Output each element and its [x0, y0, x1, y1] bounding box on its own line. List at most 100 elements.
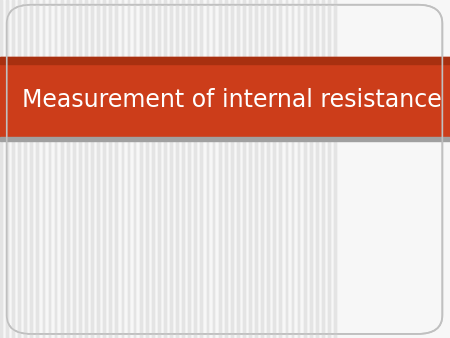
Bar: [158, 0, 160, 338]
Bar: [201, 0, 203, 338]
Bar: [36, 0, 38, 338]
Bar: [128, 0, 130, 338]
Bar: [79, 0, 81, 338]
Bar: [334, 0, 336, 338]
Bar: [91, 0, 93, 338]
Bar: [334, 0, 336, 338]
Bar: [182, 0, 184, 338]
Bar: [231, 0, 233, 338]
Bar: [212, 0, 215, 338]
Bar: [237, 0, 239, 338]
Bar: [55, 0, 57, 338]
Bar: [140, 0, 141, 338]
Bar: [158, 0, 160, 338]
Bar: [201, 0, 203, 338]
Bar: [164, 0, 166, 338]
Bar: [67, 0, 68, 338]
Bar: [55, 0, 57, 338]
Bar: [188, 0, 190, 338]
Bar: [212, 0, 215, 338]
Bar: [85, 0, 87, 338]
Bar: [115, 0, 117, 338]
Bar: [176, 0, 178, 338]
Bar: [61, 0, 63, 338]
Bar: [219, 0, 220, 338]
Bar: [115, 0, 117, 338]
Bar: [104, 0, 105, 338]
Bar: [249, 0, 251, 338]
Bar: [322, 0, 324, 338]
Bar: [243, 0, 245, 338]
Bar: [122, 0, 123, 338]
Bar: [298, 0, 300, 338]
Bar: [170, 0, 172, 338]
Bar: [292, 0, 293, 338]
Bar: [6, 0, 8, 338]
Bar: [91, 0, 93, 338]
Bar: [73, 0, 75, 338]
Bar: [255, 0, 257, 338]
Bar: [316, 0, 318, 338]
Bar: [285, 0, 287, 338]
Bar: [164, 0, 166, 338]
Bar: [261, 0, 263, 338]
Bar: [61, 0, 63, 338]
Bar: [97, 0, 99, 338]
Bar: [328, 0, 330, 338]
Bar: [146, 0, 148, 338]
Bar: [6, 0, 8, 338]
Bar: [0, 137, 450, 141]
Bar: [49, 0, 50, 338]
Bar: [267, 0, 269, 338]
Bar: [134, 0, 135, 338]
Bar: [274, 0, 275, 338]
Bar: [36, 0, 38, 338]
Bar: [225, 0, 226, 338]
Bar: [310, 0, 311, 338]
Bar: [219, 0, 220, 338]
Bar: [255, 0, 257, 338]
Bar: [176, 0, 178, 338]
Bar: [0, 57, 450, 137]
Bar: [67, 0, 68, 338]
Bar: [31, 0, 32, 338]
Bar: [97, 0, 99, 338]
Bar: [237, 0, 239, 338]
Bar: [194, 0, 196, 338]
Bar: [104, 0, 105, 338]
Bar: [49, 0, 50, 338]
Bar: [85, 0, 87, 338]
Bar: [322, 0, 324, 338]
Bar: [182, 0, 184, 338]
Bar: [194, 0, 196, 338]
Bar: [18, 0, 20, 338]
Bar: [18, 0, 20, 338]
Bar: [188, 0, 190, 338]
Bar: [0, 0, 2, 338]
Bar: [207, 0, 208, 338]
Bar: [152, 0, 154, 338]
Bar: [279, 0, 281, 338]
Bar: [128, 0, 130, 338]
Bar: [279, 0, 281, 338]
Bar: [225, 0, 226, 338]
Bar: [73, 0, 75, 338]
Bar: [310, 0, 311, 338]
Bar: [24, 0, 26, 338]
Bar: [285, 0, 287, 338]
Bar: [24, 0, 26, 338]
Bar: [261, 0, 263, 338]
Bar: [122, 0, 123, 338]
Bar: [304, 0, 306, 338]
Bar: [109, 0, 111, 338]
Bar: [152, 0, 154, 338]
Bar: [140, 0, 141, 338]
Bar: [109, 0, 111, 338]
Bar: [12, 0, 14, 338]
Bar: [328, 0, 330, 338]
Text: Measurement of internal resistance: Measurement of internal resistance: [22, 88, 442, 112]
Bar: [274, 0, 275, 338]
Bar: [0, 0, 2, 338]
Bar: [249, 0, 251, 338]
Bar: [31, 0, 32, 338]
